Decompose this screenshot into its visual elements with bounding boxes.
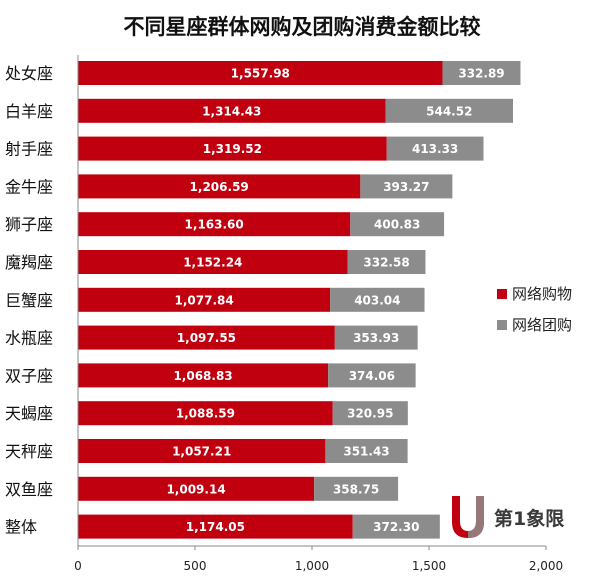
bar-group-buying	[350, 212, 445, 237]
bar-online-shopping	[78, 439, 326, 463]
logo-u-shade-icon	[468, 496, 484, 538]
category-label: 天蝎座	[5, 404, 53, 423]
data-label-group-buying: 332.89	[458, 67, 504, 81]
bar-online-shopping	[78, 250, 348, 274]
bar-online-shopping	[78, 476, 315, 501]
bar-online-shopping	[78, 136, 387, 161]
chart-title: 不同星座群体网购及团购消费金额比较	[124, 15, 481, 39]
bar-online-shopping	[78, 174, 361, 199]
category-label: 水瓶座	[5, 329, 53, 348]
bar-group-buying	[330, 287, 425, 312]
bar-group-buying	[334, 325, 418, 350]
data-label-group-buying: 372.30	[373, 520, 419, 534]
data-label-online-shopping: 1,088.59	[176, 407, 235, 421]
bars-layer: 处女座 1,557.98 332.89 白羊座 1,314.43 544.52 射手座 1,3…	[5, 61, 521, 539]
bar-group-buying	[328, 363, 416, 388]
data-label-group-buying: 374.06	[349, 369, 395, 383]
legend-swatch	[497, 320, 507, 330]
data-label-group-buying: 320.95	[347, 407, 393, 421]
data-label-group-buying: 393.27	[383, 180, 429, 194]
x-tick-label: 1,500	[412, 559, 446, 573]
watermark-text: 第1象限	[494, 507, 564, 530]
category-label: 狮子座	[5, 215, 53, 234]
category-label: 魔羯座	[5, 253, 53, 272]
bar-online-shopping	[78, 325, 335, 350]
category-label: 双鱼座	[5, 480, 53, 499]
data-label-group-buying: 353.93	[353, 331, 399, 345]
x-tick-label: 0	[74, 559, 82, 573]
data-label-group-buying: 358.75	[333, 482, 379, 496]
watermark-logo: 第1象限	[452, 496, 564, 538]
bar-group-buying	[352, 514, 440, 539]
category-label: 金牛座	[5, 177, 53, 196]
bar-group-buying	[442, 61, 521, 85]
data-label-online-shopping: 1,152.24	[183, 256, 242, 270]
bar-online-shopping	[78, 514, 353, 539]
x-tick-label: 1,000	[295, 559, 329, 573]
data-label-group-buying: 332.58	[363, 256, 409, 270]
bar-online-shopping	[78, 363, 329, 388]
category-label: 白羊座	[5, 102, 53, 121]
data-label-group-buying: 413.33	[412, 142, 458, 156]
data-label-online-shopping: 1,163.60	[185, 218, 244, 232]
category-label: 处女座	[5, 64, 53, 83]
category-label: 双子座	[5, 366, 53, 385]
data-label-online-shopping: 1,314.43	[202, 104, 261, 118]
x-axis: 0 500 1,000 1,500 2,000	[74, 55, 563, 573]
category-label: 整体	[5, 518, 37, 537]
legend-label: 网络购物	[512, 285, 572, 303]
x-tick-label: 2,000	[529, 559, 563, 573]
data-label-online-shopping: 1,319.52	[203, 142, 262, 156]
data-label-group-buying: 403.04	[354, 293, 400, 307]
data-label-online-shopping: 1,068.83	[173, 369, 232, 383]
bar-group-buying	[360, 174, 453, 199]
bar-group-buying	[386, 136, 484, 161]
data-label-online-shopping: 1,206.59	[190, 180, 249, 194]
bar-online-shopping	[78, 287, 331, 312]
bar-group-buying	[325, 439, 408, 463]
bar-online-shopping	[78, 212, 351, 237]
bar-online-shopping	[78, 98, 386, 123]
data-label-online-shopping: 1,557.98	[231, 67, 290, 81]
category-label: 天秤座	[5, 442, 53, 461]
data-label-online-shopping: 1,174.05	[186, 520, 245, 534]
legend-label: 网络团购	[512, 316, 572, 334]
bar-group-buying	[314, 476, 399, 501]
data-label-group-buying: 544.52	[426, 104, 472, 118]
bar-online-shopping	[78, 61, 443, 85]
data-label-group-buying: 351.43	[343, 445, 389, 459]
data-label-online-shopping: 1,009.14	[166, 482, 225, 496]
legend-swatch	[497, 289, 507, 299]
data-label-online-shopping: 1,077.84	[174, 293, 233, 307]
bar-group-buying	[347, 250, 426, 274]
bar-group-buying	[332, 401, 408, 426]
category-label: 射手座	[5, 140, 53, 159]
data-label-group-buying: 400.83	[374, 218, 420, 232]
x-tick-label: 500	[184, 559, 207, 573]
data-label-online-shopping: 1,057.21	[172, 445, 231, 459]
bar-group-buying	[385, 98, 513, 123]
category-label: 巨蟹座	[5, 291, 53, 310]
data-label-online-shopping: 1,097.55	[177, 331, 236, 345]
bar-online-shopping	[78, 401, 333, 426]
